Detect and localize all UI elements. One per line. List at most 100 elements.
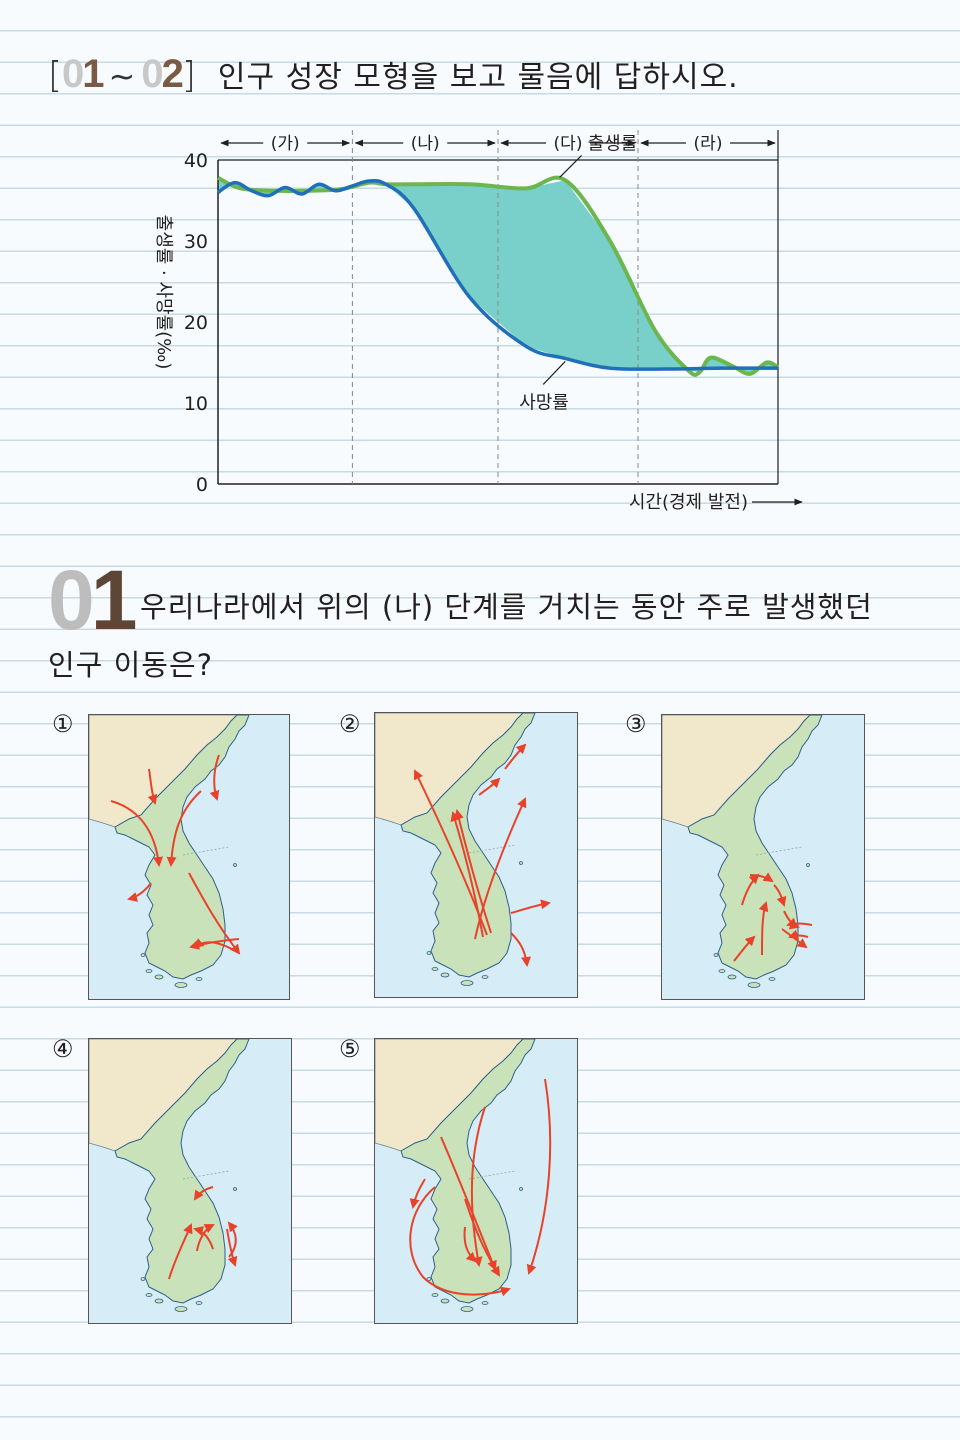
island [233,1187,237,1191]
island [233,863,237,867]
migration-arrow [733,935,756,962]
migration-arrow [788,929,809,940]
birth-rate-label: 출생률 [588,133,638,154]
death-rate-leader [542,361,566,385]
island [519,861,523,865]
migration-arrow [749,872,774,883]
choice-label-4[interactable]: ④ [52,1035,74,1063]
x-axis-label: 시간(경제 발전) [629,492,748,513]
choice-label-3[interactable]: ③ [625,710,647,738]
korea-map-4 [89,1039,291,1323]
y-tick-label: 10 [184,393,208,415]
korean-peninsula [114,1039,250,1304]
korea-map-2 [375,713,577,997]
stage-label: (다) [554,134,583,154]
y-tick-label: 30 [184,231,208,253]
island [174,1306,188,1312]
island [174,982,188,988]
korean-peninsula [687,715,823,980]
question-text-line1: 우리나라에서 위의 (나) 단계를 거치는 동안 주로 발생했던 [140,590,873,624]
island [195,1301,203,1305]
migration-arrow [409,1186,511,1297]
choice-map-4[interactable] [88,1038,292,1324]
question-text-line2: 인구 이동은? [48,648,214,682]
migration-arrow [166,790,202,867]
island [727,974,737,980]
island [140,1277,146,1281]
migration-arrow [470,1106,486,1267]
bracket-close: ] [181,55,196,96]
y-tick-label: 40 [184,150,208,172]
migration-arrow [474,797,527,940]
island [195,977,203,981]
choice-label-1[interactable]: ① [52,710,74,738]
migration-arrow [741,873,760,906]
migration-arrow [758,901,769,956]
y-tick-label: 20 [184,312,208,334]
death-rate-label: 사망률 [519,392,569,413]
migration-arrow [510,899,551,914]
choice-label-5[interactable]: ⑤ [339,1035,361,1063]
island [713,953,719,957]
migration-arrow [478,777,501,796]
island [481,1301,489,1305]
y-axis-label: 출생률 · 사망률(‰) [153,215,174,370]
island [140,953,146,957]
migration-arrow [464,1198,501,1277]
island [768,977,776,981]
korean-peninsula [400,1039,536,1304]
bracket-open: [ [48,55,63,96]
korea-map-3 [662,715,864,999]
migration-arrow [127,882,152,902]
stage-label: (가) [271,134,300,154]
island [806,863,810,867]
stage-label: (라) [694,134,723,154]
migration-arrow [510,932,531,967]
island [460,980,474,986]
migration-arrow [193,1226,214,1250]
migration-arrow [209,754,220,801]
y-tick-label: 0 [196,474,208,496]
island [426,951,432,955]
island [431,1293,439,1297]
migration-arrow [147,768,158,805]
island [145,1293,153,1297]
island [426,1277,432,1281]
island [718,969,726,973]
migration-arrow [504,743,527,770]
migration-arrow [773,884,787,907]
question-number: 01 [48,553,137,647]
range-tilde: ~ [108,57,136,95]
death-rate-line [217,179,779,371]
island [481,975,489,979]
migration-arrow [110,800,164,867]
korea-map-1 [89,715,289,999]
stage-label: (나) [411,134,440,154]
korean-peninsula [400,713,536,978]
island [440,1298,450,1304]
choice-map-1[interactable] [88,714,290,1000]
choice-map-3[interactable] [661,714,865,1000]
migration-arrow [409,1178,426,1209]
migration-arrow [786,917,813,928]
island [747,982,761,988]
migration-arrow [168,1223,193,1280]
island [154,974,164,980]
island [431,967,439,971]
instruction-text: 인구 성장 모형을 보고 물음에 답하시오. [217,60,739,95]
choice-label-2[interactable]: ② [339,710,361,738]
migration-arrow [526,1078,552,1275]
korea-map-5 [375,1039,577,1323]
range-start-number: 01 [62,52,105,96]
choice-map-5[interactable] [374,1038,578,1324]
korean-peninsula [114,715,250,980]
migration-arrow [450,811,484,938]
question-group-header: [ 01 ~ 02 ] 인구 성장 모형을 보고 물음에 답하시오. [48,52,739,97]
migration-arrow [189,938,240,950]
migration-arrow [193,1186,214,1201]
choice-map-2[interactable] [374,712,578,998]
migration-arrow [226,1228,238,1267]
migration-arrow [440,1136,497,1271]
